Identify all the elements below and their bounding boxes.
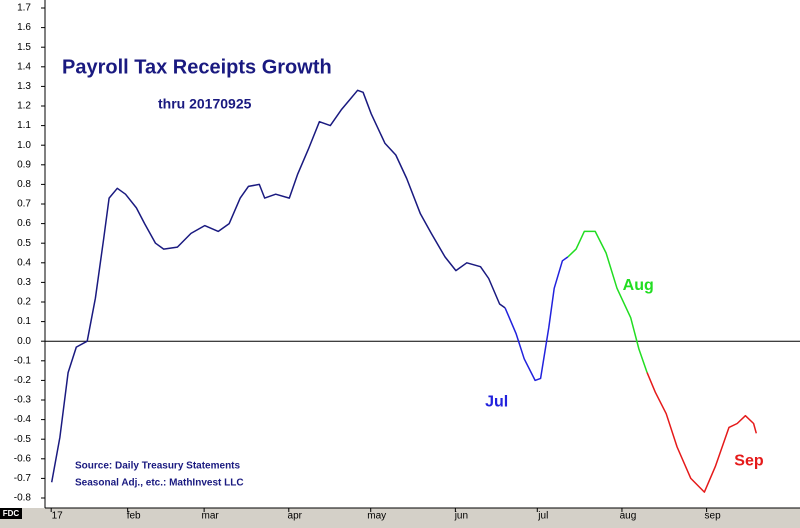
annotation: Source: Daily Treasury Statements [75,461,241,472]
badge: FDC [3,509,20,518]
x-tick-label: apr [288,511,303,522]
y-tick-label: 1.2 [17,101,31,112]
y-tick-label: 1.7 [17,3,31,14]
line [50,89,506,483]
y-tick-label: 0.7 [17,199,31,210]
y-tick-label: -0.8 [14,493,32,504]
y-tick-label: 0.5 [17,238,31,249]
y-tick-label: 0.3 [17,277,31,288]
y-tick-label: 0.0 [17,336,31,347]
x-tick-label: jun [454,511,468,522]
y-tick-label: 0.2 [17,297,31,308]
y-tick-label: -0.7 [14,473,32,484]
y-tick-label: 0.8 [17,179,31,190]
series-label: Aug [623,277,654,294]
x-tick-label: aug [620,511,637,522]
y-tick-label: 1.1 [17,120,31,131]
y-tick-label: -0.3 [14,395,32,406]
y-tick-label: 0.9 [17,159,31,170]
annotation: Seasonal Adj., etc.: MathInvest LLC [75,478,244,489]
x-tick-label: 17 [52,511,64,522]
x-tick-label: mar [202,511,220,522]
line [646,372,758,493]
x-axis-strip [0,508,800,528]
y-tick-label: -0.1 [14,355,32,366]
series-label: Sep [734,453,764,470]
y-tick-label: -0.6 [14,453,32,464]
y-tick-label: -0.2 [14,375,32,386]
y-tick-label: 0.4 [17,257,31,268]
y-tick-label: 0.6 [17,218,31,229]
y-tick-label: -0.5 [14,434,32,445]
x-tick-label: may [367,511,386,522]
x-tick-label: sep [705,511,722,522]
x-tick-label: feb [127,511,141,522]
y-tick-label: 1.3 [17,81,31,92]
line [504,256,569,382]
y-tick-label: 1.4 [17,61,31,72]
x-tick-label: jul [537,511,548,522]
y-tick-label: 1.6 [17,22,31,33]
y-tick-label: 1.0 [17,140,31,151]
y-tick-label: 1.5 [17,42,31,53]
series-label: Jul [485,394,508,411]
chart-title: Payroll Tax Receipts Growth [62,56,332,78]
chart-subtitle: thru 20170925 [158,96,252,112]
line [567,230,648,373]
badge-box [0,508,22,519]
y-tick-label: 0.1 [17,316,31,327]
y-tick-label: -0.4 [14,414,32,425]
